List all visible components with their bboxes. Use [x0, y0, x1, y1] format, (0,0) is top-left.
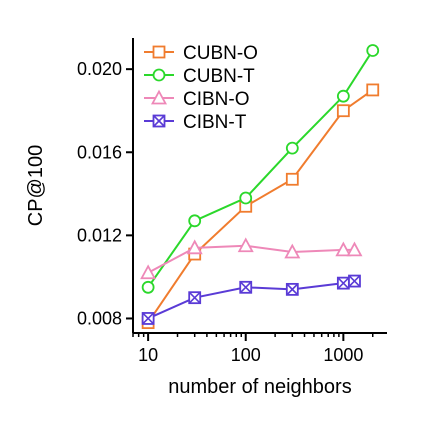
x-tick-label: 1000: [323, 345, 363, 365]
y-tick-label: 0.020: [77, 59, 122, 79]
data-point-cubn-t: [366, 44, 380, 57]
series-cubn-o: [141, 83, 380, 330]
marker-cross: [239, 281, 252, 294]
data-point-cibn-o: [140, 264, 157, 280]
data-point-cubn-t: [336, 89, 350, 103]
data-point-cibn-t: [239, 280, 253, 294]
legend-item-cubn-o: CUBN-O: [144, 43, 258, 64]
axes: 0.008 0.012 0.016 0.020 10 100 1000: [77, 38, 387, 365]
data-point-cibn-t: [141, 312, 155, 325]
series-line-cubn-t: [147, 49, 374, 288]
legend-item-cibn-o: CIBN-O: [144, 89, 250, 110]
series-cubn-t: [141, 44, 380, 294]
series-cibn-t: [141, 274, 361, 325]
legend-item-cibn-t: CIBN-T: [144, 112, 247, 133]
marker-cross: [286, 283, 299, 296]
data-point-cibn-o: [346, 241, 363, 257]
legend-label: CUBN-T: [183, 66, 255, 87]
marker-cross: [142, 312, 155, 325]
series-cibn-o: [140, 237, 363, 280]
legend-label: CUBN-O: [183, 43, 258, 64]
data-point-cubn-o: [366, 83, 380, 97]
data-point-cubn-t: [285, 141, 299, 155]
legend-label: CIBN-O: [183, 89, 250, 110]
legend-marker: [152, 114, 166, 128]
data-point-cibn-t: [188, 291, 202, 305]
data-point-cibn-o: [335, 241, 352, 257]
y-tick-label: 0.008: [77, 308, 122, 328]
data-point-cibn-o: [186, 239, 203, 255]
y-tick-label: 0.016: [77, 142, 122, 162]
y-axis-label: CP@100: [25, 145, 47, 226]
series-layer: [140, 44, 380, 330]
marker-cross: [348, 274, 361, 288]
data-point-cubn-t: [188, 214, 202, 228]
legend-item-cubn-t: CUBN-T: [144, 66, 255, 87]
data-point-cubn-t: [141, 280, 155, 294]
legend-marker: [152, 45, 166, 59]
legend-label: CIBN-T: [183, 112, 247, 133]
data-point-cibn-o: [237, 237, 254, 253]
data-point-cibn-o: [284, 243, 301, 259]
legend-marker: [150, 89, 168, 105]
marker-cross: [337, 277, 350, 290]
data-point-cubn-o: [336, 104, 350, 118]
x-tick-label: 100: [231, 345, 261, 365]
marker-cross: [188, 291, 201, 304]
data-point-cibn-t: [336, 276, 350, 290]
legend-marker: [152, 68, 166, 82]
data-point-cubn-t: [239, 191, 253, 205]
data-point-cibn-t: [348, 274, 361, 288]
x-axis-label: number of neighbors: [168, 376, 351, 398]
data-point-cibn-t: [285, 282, 299, 296]
y-tick-label: 0.012: [77, 225, 122, 245]
x-tick-label: 10: [138, 345, 158, 365]
data-point-cubn-o: [285, 172, 299, 186]
marker-cross: [152, 114, 166, 128]
